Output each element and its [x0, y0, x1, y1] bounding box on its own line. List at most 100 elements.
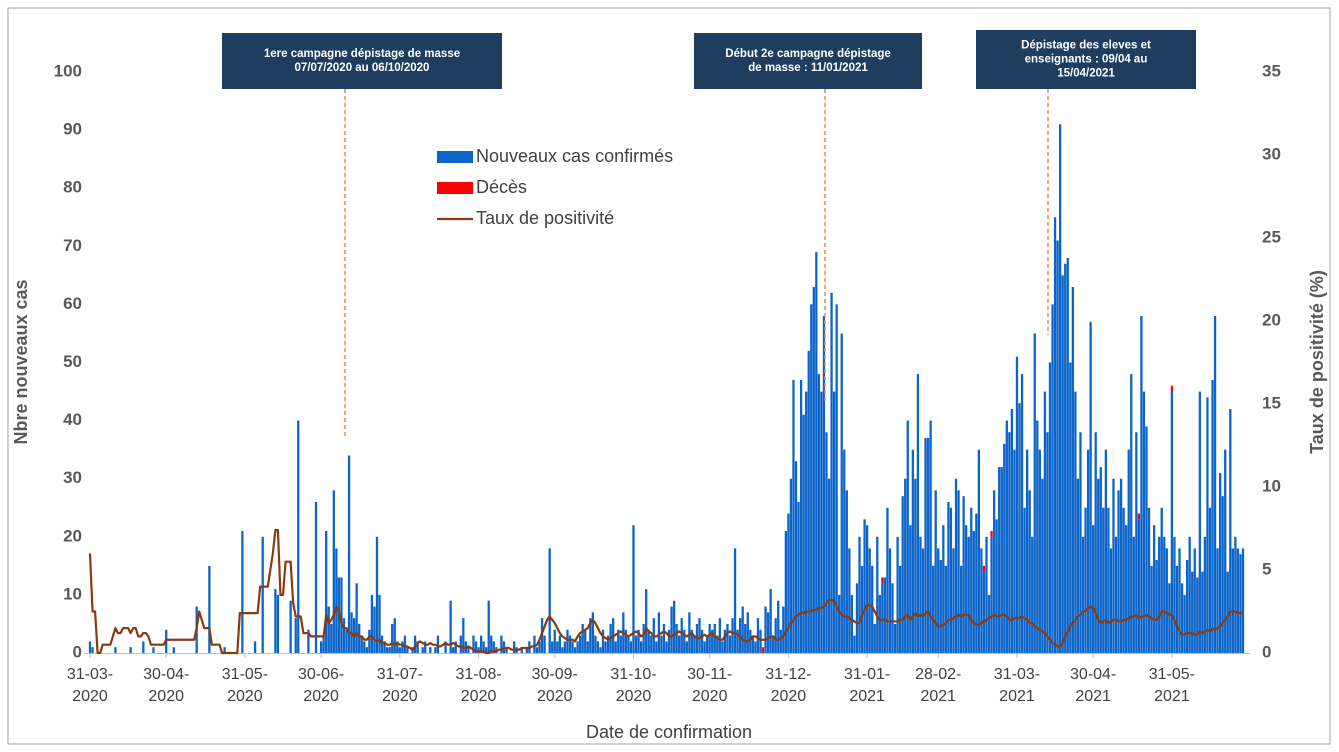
bar: [764, 606, 767, 653]
bar: [538, 641, 541, 653]
bar: [1081, 536, 1085, 653]
bar: [906, 420, 909, 653]
bar: [332, 490, 335, 653]
bar: [723, 629, 727, 653]
bar: [1241, 548, 1245, 653]
bar: [1112, 478, 1115, 653]
bar: [571, 641, 574, 653]
bar: [1135, 432, 1138, 653]
bar: [1104, 449, 1108, 653]
bar: [1094, 432, 1097, 653]
bar: [647, 629, 650, 653]
bar: [650, 635, 653, 653]
bar: [980, 548, 983, 653]
bar: [368, 629, 371, 653]
bar: [1231, 548, 1234, 653]
bar: [919, 536, 922, 653]
y-tick-label: 20: [63, 526, 82, 545]
y-tick-label: 100: [54, 61, 82, 80]
bar: [728, 635, 732, 653]
bar: [929, 420, 932, 653]
bar: [642, 623, 645, 653]
annotation-text: 1ere campagne dépistage de masse: [264, 48, 460, 60]
bar: [1084, 507, 1087, 653]
bar: [899, 565, 902, 653]
bar: [1036, 420, 1039, 653]
bar: [952, 548, 955, 653]
bar: [579, 635, 582, 653]
bar: [1086, 449, 1090, 653]
bar: [939, 560, 942, 653]
bar: [688, 612, 691, 653]
bar: [1193, 548, 1196, 653]
bar: [838, 594, 841, 653]
bar: [477, 647, 480, 653]
y2-tick-label: 30: [1262, 144, 1281, 163]
bar: [934, 490, 937, 653]
bar: [827, 478, 831, 653]
bar: [576, 641, 579, 653]
bar: [335, 548, 338, 653]
bar: [1211, 379, 1214, 653]
bar: [937, 548, 940, 653]
bar: [947, 501, 950, 653]
bar: [1224, 449, 1227, 653]
bar: [561, 647, 564, 653]
bar: [1191, 571, 1194, 653]
bar: [744, 623, 747, 653]
bar: [921, 548, 925, 653]
bar: [330, 623, 333, 653]
bar: [1188, 536, 1191, 653]
bar: [693, 635, 696, 653]
bar: [586, 641, 589, 653]
bar: [1099, 467, 1102, 653]
legend-label: Nouveaux cas confirmés: [476, 146, 673, 166]
bar: [1069, 362, 1072, 653]
bar: [391, 623, 394, 653]
bar: [787, 513, 790, 653]
bar: [624, 629, 628, 653]
bar: [1028, 490, 1031, 653]
bar: [289, 600, 292, 653]
bar: [779, 629, 782, 653]
bar: [848, 548, 851, 653]
bar: [1198, 391, 1201, 653]
bar: [1152, 525, 1156, 653]
bar: [926, 438, 930, 653]
legend-label: Décès: [476, 177, 527, 197]
bar: [982, 571, 986, 653]
annotation-text: enseignants : 09/04 au: [1025, 54, 1148, 66]
bar: [1140, 316, 1143, 653]
bar: [789, 478, 793, 653]
bar: [142, 641, 145, 653]
bar: [1163, 536, 1166, 653]
bar: [1079, 432, 1082, 653]
bar: [901, 496, 904, 653]
bar: [591, 612, 594, 653]
bar: [855, 583, 859, 653]
bar: [1168, 583, 1171, 653]
bar: [1119, 478, 1123, 653]
bar: [761, 647, 765, 653]
bar: [746, 612, 749, 653]
bar: [276, 594, 280, 653]
bar: [533, 635, 536, 653]
bar: [581, 623, 584, 653]
bar: [759, 629, 762, 653]
bar: [871, 565, 874, 653]
bar: [769, 589, 772, 653]
bar: [1170, 385, 1174, 392]
bar: [865, 525, 869, 653]
bar: [873, 623, 876, 653]
bar: [1018, 403, 1021, 653]
bar: [766, 612, 770, 653]
bar: [1216, 548, 1219, 653]
bar: [319, 641, 323, 653]
x-tick-label: 31-05-2021: [1149, 666, 1195, 705]
bar: [325, 530, 328, 653]
bar: [1000, 467, 1003, 653]
bar: [375, 536, 379, 653]
legend-swatch: [437, 151, 473, 163]
bar: [1005, 420, 1008, 653]
